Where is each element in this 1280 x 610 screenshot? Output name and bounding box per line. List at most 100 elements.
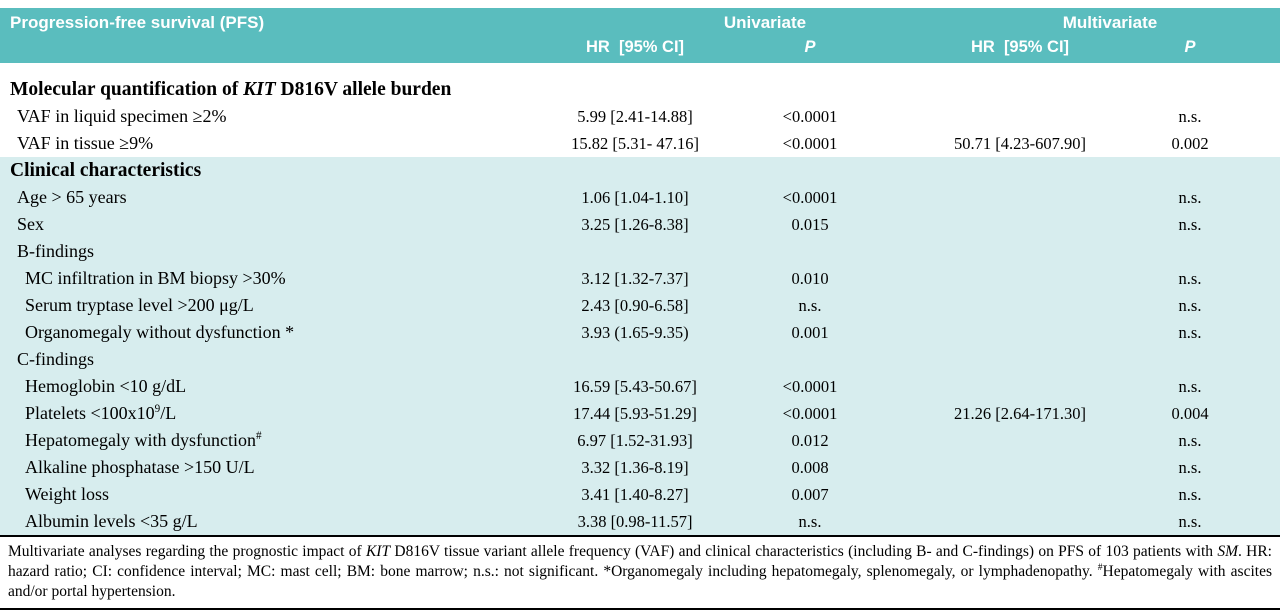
row-label: Alkaline phosphatase >150 U/L: [25, 457, 255, 477]
table-row: Sex 3.25 [1.26-8.38] 0.015 n.s.: [0, 211, 1280, 238]
column-header-multivariate-p: P: [1184, 37, 1196, 56]
row-label: Sex: [17, 214, 44, 234]
heading-segment: Clinical characteristics: [10, 159, 202, 181]
footnote-segment: . HR: hazard ratio; CI: confidence inter…: [8, 543, 1272, 580]
cell-multi-p: n.s.: [1178, 214, 1202, 234]
row-label: VAF in tissue ≥9%: [17, 133, 154, 153]
cell-uni-p: n.s.: [798, 295, 822, 315]
footnote-text: Multivariate analyses regarding the prog…: [8, 542, 1272, 602]
table-row: B-findings: [0, 238, 1280, 265]
row-label: MC infiltration in BM biopsy >30%: [25, 268, 286, 288]
cell-uni-hr: 3.93 (1.65-9.35): [581, 322, 689, 342]
footnote-segment: D816V tissue variant allele frequency (V…: [390, 543, 1218, 560]
cell-multi-p: n.s.: [1178, 376, 1202, 396]
cell-multi-p: n.s.: [1178, 268, 1202, 288]
footnote-area: Multivariate analyses regarding the prog…: [0, 535, 1280, 608]
cell-uni-p: n.s.: [798, 511, 822, 531]
section-heading-label: Clinical characteristics: [0, 160, 1280, 182]
column-header-univariate-p: P: [804, 37, 816, 56]
section-heading-label: Molecular quantification of KIT D816V al…: [0, 79, 1280, 101]
cell-uni-p: 0.010: [791, 268, 829, 288]
cell-multi-p: n.s.: [1178, 322, 1202, 342]
row-label: B-findings: [17, 241, 95, 261]
section-clinical-characteristics: Clinical characteristics Age > 65 years 1.…: [0, 157, 1280, 535]
cell-uni-hr: 3.32 [1.36-8.19]: [581, 457, 689, 477]
cell-multi-p: 0.004: [1171, 403, 1209, 423]
row-label: Weight loss: [25, 484, 110, 504]
cell-uni-hr: 17.44 [5.93-51.29]: [573, 403, 697, 423]
cell-uni-p: 0.008: [791, 457, 829, 477]
table-row: C-findings: [0, 346, 1280, 373]
section-molecular-quantification: Molecular quantification of KIT D816V al…: [0, 63, 1280, 157]
column-header-multivariate-hr-ci: HR [95% CI]: [970, 37, 1070, 56]
table-row: VAF in tissue ≥9% 15.82 [5.31- 47.16] <0.0…: [0, 130, 1280, 157]
cell-multi-p: 0.002: [1171, 133, 1209, 153]
column-header-univariate-hr-ci: HR [95% CI]: [585, 37, 685, 56]
cell-uni-hr: 15.82 [5.31- 47.16]: [571, 133, 699, 153]
table-row: Hepatomegaly with dysfunction# 6.97 [1.52…: [0, 427, 1280, 454]
footnote-segment: KIT: [365, 543, 391, 560]
group-header-multivariate: Multivariate: [1062, 13, 1158, 32]
cell-uni-hr: 6.97 [1.52-31.93]: [577, 430, 693, 450]
table-header-row-columns: HR [95% CI] P HR [95% CI] P: [0, 35, 1280, 59]
footnote-segment: #: [1097, 561, 1103, 573]
cell-multi-hr: 50.71 [4.23-607.90]: [954, 133, 1086, 153]
row-label: C-findings: [17, 349, 95, 369]
cell-multi-p: n.s.: [1178, 106, 1202, 126]
cell-multi-p: n.s.: [1178, 484, 1202, 504]
row-label: Age > 65 years: [17, 187, 127, 207]
cell-uni-p: 0.012: [791, 430, 829, 450]
cell-uni-p: <0.0001: [782, 403, 838, 423]
cell-uni-hr: 16.59 [5.43-50.67]: [573, 376, 697, 396]
footnote-segment: Hepatomegaly with ascites and/or portal …: [8, 563, 1272, 600]
cell-uni-p: <0.0001: [782, 106, 838, 126]
footnote-segment: SM: [1217, 543, 1238, 560]
row-label: Serum tryptase level >200 μg/L: [25, 295, 254, 315]
cell-uni-p: 0.001: [791, 322, 829, 342]
cell-uni-hr: 5.99 [2.41-14.88]: [577, 106, 693, 126]
table-body: Molecular quantification of KIT D816V al…: [0, 63, 1280, 535]
cell-uni-hr: 2.43 [0.90-6.58]: [581, 295, 689, 315]
cell-uni-hr: 3.38 [0.98-11.57]: [577, 511, 693, 531]
row-label: Hemoglobin <10 g/dL: [25, 376, 187, 396]
heading-segment: Molecular quantification of: [10, 78, 244, 100]
table-row: MC infiltration in BM biopsy >30% 3.12 [1…: [0, 265, 1280, 292]
row-label: Hepatomegaly with dysfunction#: [25, 430, 262, 450]
table-row: VAF in liquid specimen ≥2% 5.99 [2.41-14.…: [0, 103, 1280, 130]
row-label: Platelets <100x109/L: [25, 403, 177, 423]
cell-uni-p: <0.0001: [782, 133, 838, 153]
table-header: Progression-free survival (PFS) Univaria…: [0, 8, 1280, 63]
cell-multi-p: n.s.: [1178, 187, 1202, 207]
row-label-superscript: #: [255, 430, 262, 442]
table-row: Hemoglobin <10 g/dL 16.59 [5.43-50.67] <0.…: [0, 373, 1280, 400]
row-label: Organomegaly without dysfunction *: [25, 322, 295, 342]
cell-multi-p: n.s.: [1178, 457, 1202, 477]
table-row: Platelets <100x109/L 17.44 [5.93-51.29] <0…: [0, 400, 1280, 427]
heading-segment: KIT: [243, 78, 276, 100]
table-row: Serum tryptase level >200 μg/L 2.43 [0.90…: [0, 292, 1280, 319]
group-header-univariate: Univariate: [723, 13, 807, 32]
row-label: VAF in liquid specimen ≥2%: [17, 106, 227, 126]
table-header-row-groups: Progression-free survival (PFS) Univaria…: [0, 11, 1280, 35]
row-label-superscript: 9: [154, 403, 161, 415]
cell-multi-p: n.s.: [1178, 511, 1202, 531]
cell-uni-hr: 3.25 [1.26-8.38]: [581, 214, 689, 234]
table-row: Age > 65 years 1.06 [1.04-1.10] <0.0001 n.s…: [0, 184, 1280, 211]
cell-uni-hr: 3.41 [1.40-8.27]: [581, 484, 689, 504]
row-label: Albumin levels <35 g/L: [25, 511, 198, 531]
table-title: Progression-free survival (PFS): [10, 13, 265, 32]
table-row: Organomegaly without dysfunction * 3.93 (…: [0, 319, 1280, 346]
section-heading: Clinical characteristics: [0, 157, 1280, 184]
table-row: Albumin levels <35 g/L 3.38 [0.98-11.57] n…: [0, 508, 1280, 535]
table-row: Alkaline phosphatase >150 U/L 3.32 [1.36-…: [0, 454, 1280, 481]
cell-uni-p: <0.0001: [782, 187, 838, 207]
cell-multi-p: n.s.: [1178, 430, 1202, 450]
section-heading: Molecular quantification of KIT D816V al…: [0, 76, 1280, 103]
cell-uni-hr: 1.06 [1.04-1.10]: [581, 187, 689, 207]
table-row: Weight loss 3.41 [1.40-8.27] 0.007 n.s.: [0, 481, 1280, 508]
heading-segment: D816V allele burden: [275, 78, 452, 100]
cell-uni-p: 0.015: [791, 214, 829, 234]
cell-uni-p: 0.007: [791, 484, 829, 504]
cell-multi-p: n.s.: [1178, 295, 1202, 315]
